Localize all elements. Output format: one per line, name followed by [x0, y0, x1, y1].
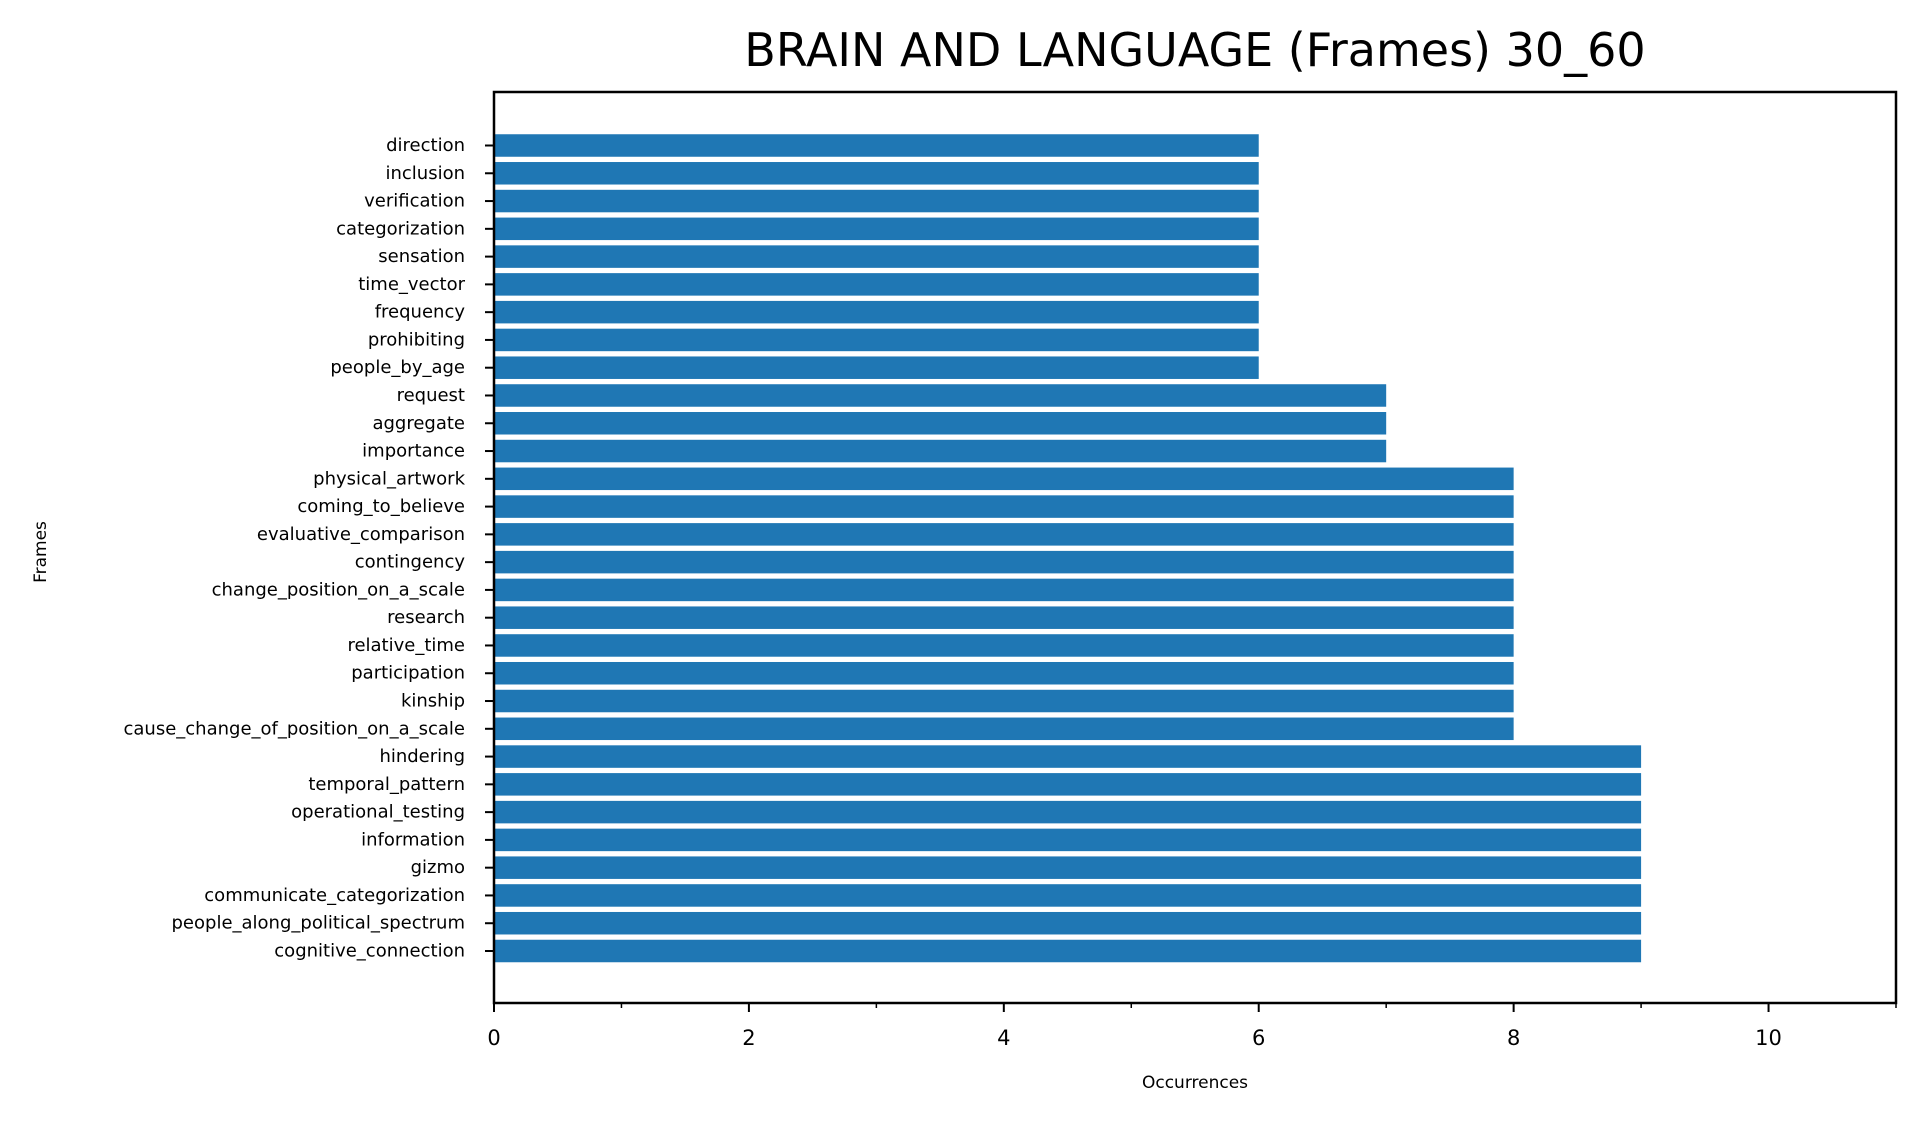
y-tick-label: information — [361, 829, 465, 850]
bar-sensation — [494, 245, 1259, 268]
y-tick-label: prohibiting — [368, 329, 465, 350]
y-tick-labels: direction inclusion verification categoriza… — [123, 135, 494, 962]
x-tick-labels: 0 2 4 6 8 10 — [487, 1003, 1897, 1050]
y-tick-label: request — [397, 385, 465, 406]
plot-area-frame — [492, 90, 1898, 1005]
y-tick-label: people_by_age — [330, 357, 465, 378]
y-tick-label: frequency — [375, 302, 466, 323]
y-tick-label: cognitive_connection — [274, 941, 465, 962]
y-tick-label: sensation — [378, 246, 465, 267]
bars-group — [494, 134, 1642, 963]
bar-time-vector — [494, 273, 1259, 296]
bar-coming-to-believe — [494, 495, 1514, 518]
bar-people-along-political-spectrum — [494, 911, 1642, 935]
bar-physical-artwork — [494, 467, 1514, 491]
x-axis-label: Occurrences — [1142, 1073, 1248, 1093]
bar-change-position-on-a-scale — [494, 578, 1514, 602]
y-tick-label: categorization — [336, 218, 465, 239]
bar-aggregate — [494, 412, 1387, 435]
bar-inclusion — [494, 162, 1259, 185]
y-tick-label: time_vector — [358, 274, 465, 295]
y-tick-label: coming_to_believe — [297, 496, 465, 517]
y-tick-label: direction — [386, 135, 465, 156]
bar-cognitive-connection — [494, 939, 1642, 963]
bar-cause-change-of-position-on-a-scale — [494, 717, 1514, 741]
chart-title: BRAIN AND LANGUAGE (Frames) 30_60 — [744, 23, 1645, 77]
bar-direction — [494, 134, 1259, 157]
bar-request — [494, 384, 1387, 407]
y-tick-label: cause_change_of_position_on_a_scale — [123, 718, 465, 739]
bar-frequency — [494, 300, 1259, 324]
y-axis-label: Frames — [31, 521, 51, 583]
x-tick-label: 4 — [997, 1026, 1010, 1050]
y-tick-label: communicate_categorization — [204, 885, 465, 906]
y-tick-label: research — [387, 607, 465, 628]
bar-kinship — [494, 689, 1514, 713]
bar-contingency — [494, 550, 1514, 574]
bar-communicate-categorization — [494, 884, 1642, 907]
x-tick-label: 6 — [1252, 1026, 1265, 1050]
x-tick-label: 8 — [1507, 1026, 1520, 1050]
y-tick-label: evaluative_comparison — [257, 524, 465, 545]
bar-evaluative-comparison — [494, 523, 1514, 546]
bar-verification — [494, 189, 1259, 213]
y-tick-label: participation — [351, 663, 465, 684]
y-tick-label: operational_testing — [291, 802, 465, 823]
bar-information — [494, 828, 1642, 852]
y-tick-label: temporal_pattern — [308, 774, 465, 795]
bar-importance — [494, 439, 1387, 463]
y-tick-label: verification — [364, 191, 465, 212]
y-tick-label: inclusion — [385, 163, 465, 184]
bar-temporal-pattern — [494, 773, 1642, 796]
y-tick-label: hindering — [379, 746, 465, 767]
y-tick-label: aggregate — [372, 413, 465, 434]
x-tick-label: 10 — [1755, 1026, 1782, 1050]
y-tick-label: gizmo — [411, 857, 465, 878]
y-tick-label: physical_artwork — [313, 468, 465, 489]
bar-people-by-age — [494, 356, 1259, 379]
bar-operational-testing — [494, 800, 1642, 824]
bar-research — [494, 606, 1514, 629]
bar-prohibiting — [494, 328, 1259, 352]
bar-categorization — [494, 217, 1259, 241]
y-tick-label: change_position_on_a_scale — [212, 579, 465, 600]
y-tick-label: relative_time — [347, 635, 465, 656]
x-tick-label: 2 — [742, 1026, 755, 1050]
bar-gizmo — [494, 856, 1642, 879]
y-tick-label: importance — [362, 441, 465, 462]
y-tick-label: people_along_political_spectrum — [172, 913, 466, 934]
bar-relative-time — [494, 634, 1514, 657]
x-tick-label: 0 — [487, 1026, 500, 1050]
bar-participation — [494, 661, 1514, 685]
bar-hindering — [494, 745, 1642, 768]
y-tick-label: kinship — [401, 691, 465, 712]
y-tick-label: contingency — [355, 552, 466, 573]
